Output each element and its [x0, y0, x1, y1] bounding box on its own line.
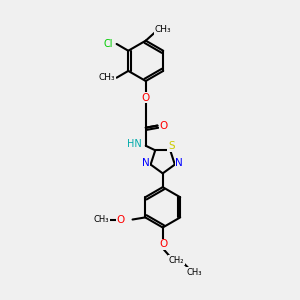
- Text: HN: HN: [127, 139, 142, 148]
- Text: CH₃: CH₃: [187, 268, 202, 277]
- Text: CH₃: CH₃: [99, 73, 116, 82]
- Text: O: O: [117, 214, 125, 224]
- Text: CH₂: CH₂: [169, 256, 184, 265]
- Text: O: O: [142, 93, 150, 103]
- Text: CH₃: CH₃: [155, 25, 172, 34]
- Text: Cl: Cl: [103, 39, 113, 49]
- Text: N: N: [175, 158, 183, 169]
- Text: N: N: [142, 158, 150, 169]
- Text: CH₃: CH₃: [94, 215, 110, 224]
- Text: O: O: [159, 121, 167, 130]
- Text: O: O: [160, 239, 168, 249]
- Text: S: S: [168, 142, 175, 152]
